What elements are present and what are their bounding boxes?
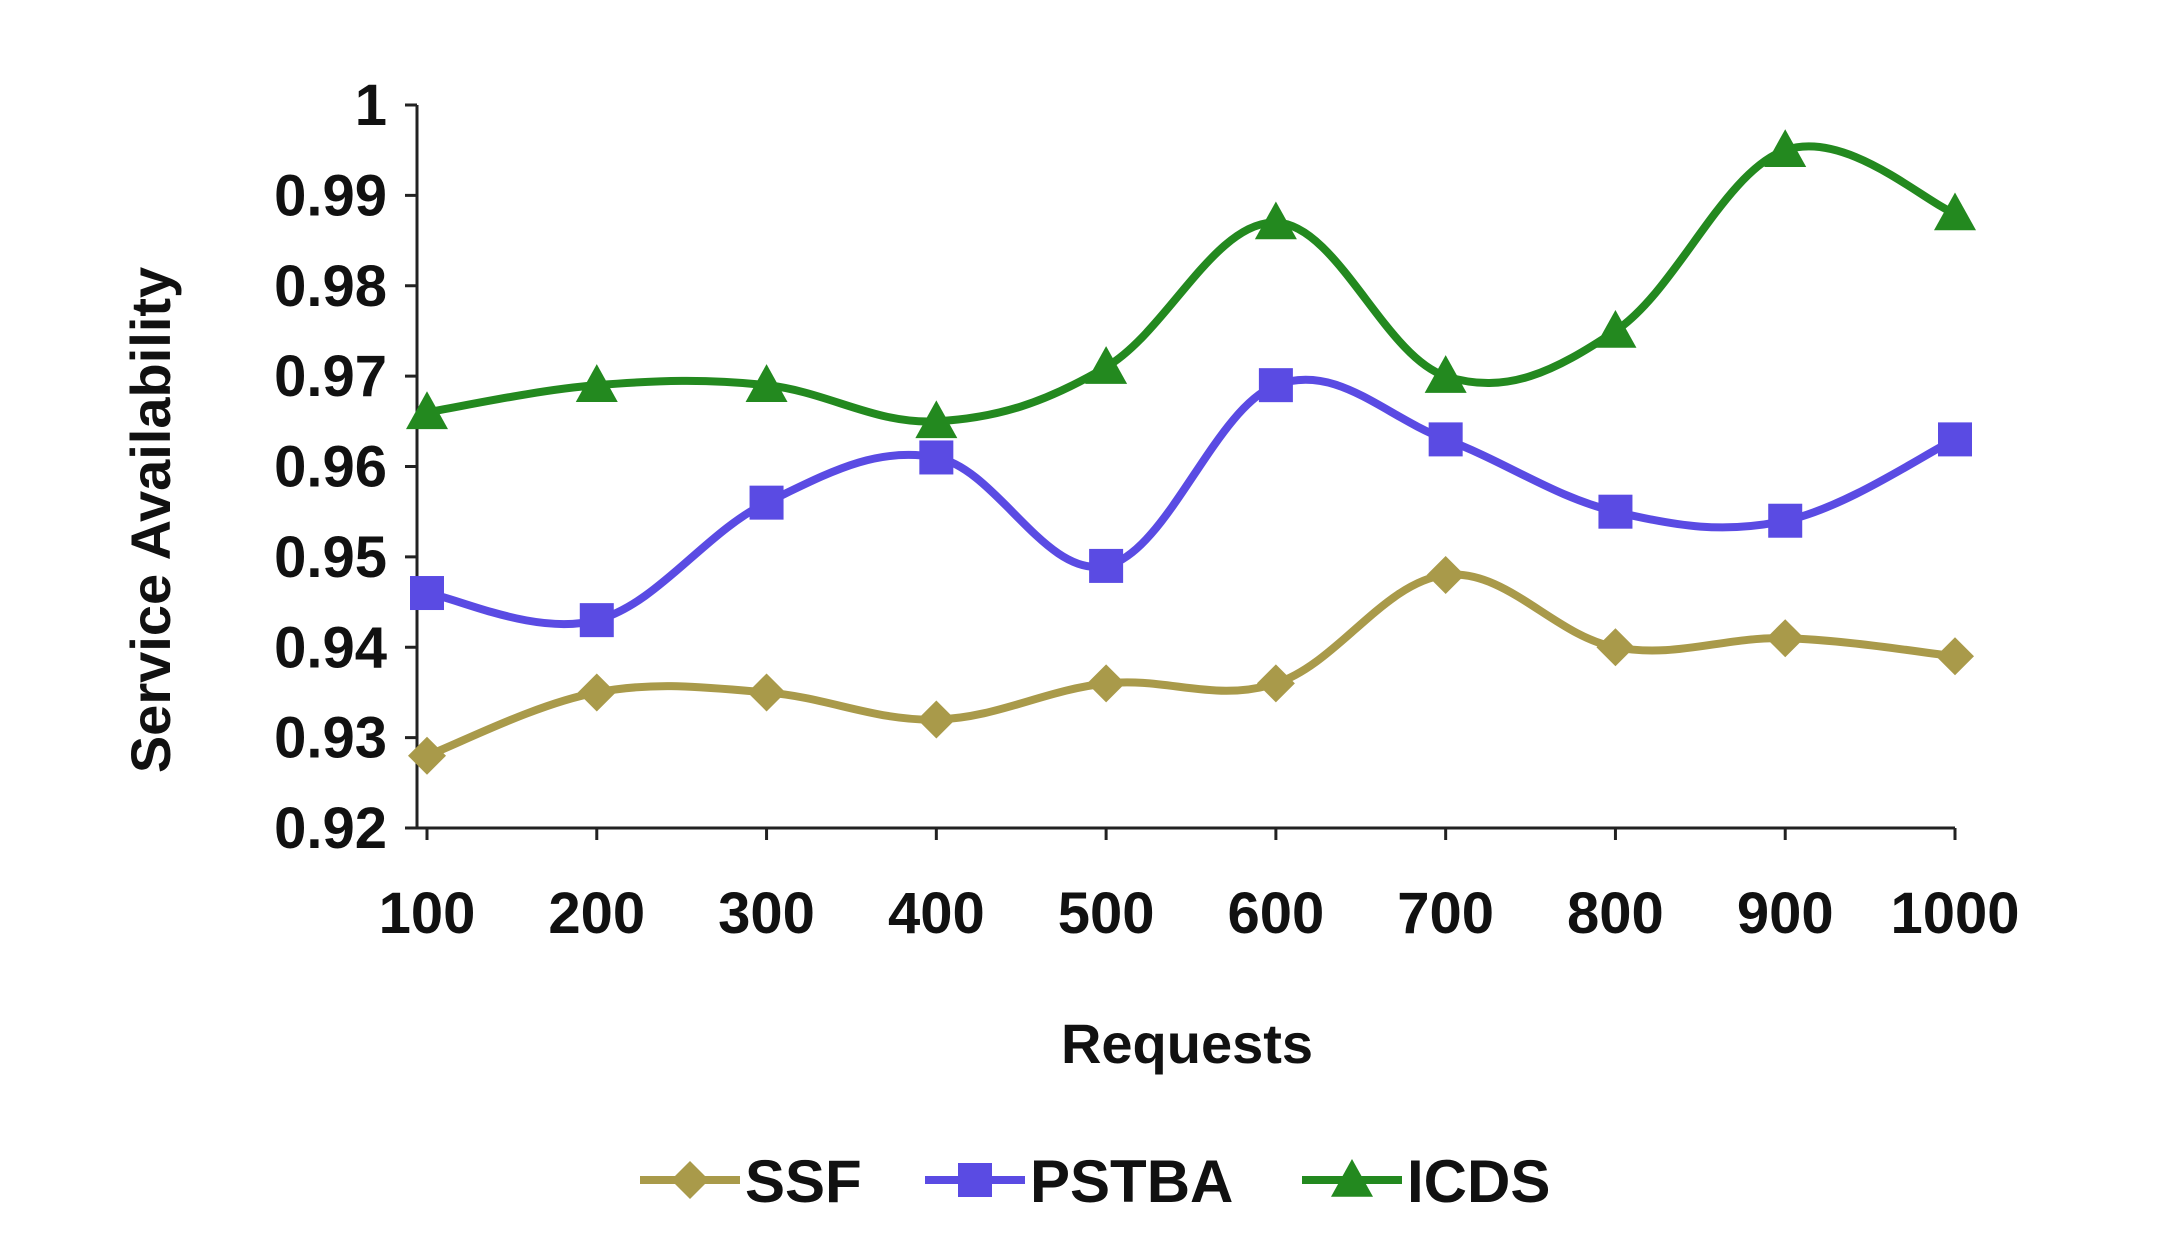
- data-point-pstba: [749, 485, 784, 520]
- x-tick-label: 500: [1058, 881, 1155, 946]
- legend-marker-triangle: [1331, 1159, 1373, 1197]
- data-point-pstba: [1258, 368, 1293, 403]
- data-point-icds: [575, 364, 618, 402]
- data-point-pstba: [1768, 503, 1803, 538]
- data-point-ssf: [1936, 637, 1974, 676]
- data-point-icds: [1254, 201, 1297, 240]
- data-point-ssf: [917, 700, 956, 739]
- data-point-ssf: [408, 736, 446, 775]
- x-axis-title: Requests: [1061, 1012, 1313, 1075]
- y-tick-label: 1: [355, 73, 387, 138]
- y-tick-label: 0.92: [274, 796, 387, 861]
- legend-label: PSTBA: [1030, 1148, 1233, 1215]
- x-tick-label: 800: [1567, 881, 1664, 946]
- data-point-icds: [1594, 309, 1637, 348]
- data-point-pstba: [410, 576, 444, 611]
- data-point-ssf: [577, 673, 616, 712]
- legend-item-icds: ICDS: [1302, 1148, 1550, 1215]
- data-point-icds: [1085, 346, 1128, 384]
- legend-item-ssf: SSF: [640, 1148, 862, 1215]
- series-line-ssf: [423, 570, 1959, 760]
- series-line-icds: [423, 142, 1959, 426]
- y-tick-label: 0.95: [274, 525, 387, 590]
- y-tick-label: 0.98: [274, 254, 387, 319]
- y-tick-label: 0.94: [274, 615, 387, 680]
- data-point-ssf: [747, 673, 786, 712]
- series-line-pstba: [423, 375, 1959, 629]
- data-point-icds: [1424, 355, 1467, 393]
- series-icds: [406, 129, 1976, 439]
- legend-item-pstba: PSTBA: [925, 1148, 1233, 1215]
- data-point-ssf: [1256, 664, 1295, 703]
- data-point-icds: [1764, 129, 1807, 167]
- data-point-ssf: [1766, 619, 1805, 658]
- data-point-pstba: [1598, 494, 1633, 529]
- plot-area: [406, 129, 1976, 775]
- x-tick-label: 100: [379, 881, 476, 946]
- data-point-ssf: [1596, 628, 1635, 667]
- x-axis: 100 200 300 400 500 600 700 800 900 1000: [379, 826, 2020, 946]
- legend-label: SSF: [745, 1148, 862, 1215]
- y-tick-label: 0.96: [274, 435, 387, 500]
- x-tick-label: 600: [1227, 881, 1324, 946]
- x-tick-label: 200: [548, 881, 645, 946]
- legend-label: ICDS: [1407, 1148, 1550, 1215]
- data-point-icds: [406, 391, 448, 430]
- series-ssf: [408, 555, 1974, 775]
- data-point-icds: [1934, 192, 1976, 231]
- x-tick-label: 1000: [1890, 881, 2019, 946]
- data-point-pstba: [1938, 422, 1972, 457]
- x-tick-label: 300: [718, 881, 815, 946]
- y-tick-label: 0.97: [274, 344, 387, 409]
- data-point-ssf: [1087, 664, 1126, 703]
- data-point-ssf: [1426, 555, 1465, 594]
- x-tick-label: 400: [888, 881, 985, 946]
- x-tick-label: 900: [1737, 881, 1834, 946]
- y-tick-label: 0.99: [274, 163, 387, 228]
- y-axis-title: Service Availability: [119, 267, 182, 773]
- data-point-pstba: [919, 440, 954, 475]
- data-point-icds: [915, 400, 958, 439]
- legend: SSF PSTBA ICDS: [640, 1148, 1550, 1215]
- data-point-pstba: [1089, 548, 1124, 583]
- series-pstba: [410, 368, 1972, 638]
- x-tick-label: 700: [1397, 881, 1494, 946]
- data-point-pstba: [579, 603, 614, 638]
- data-point-pstba: [1428, 422, 1463, 457]
- y-tick-label: 0.93: [274, 706, 387, 771]
- data-point-icds: [745, 364, 788, 402]
- y-axis: 0.92 0.93 0.94 0.95 0.96 0.97 0.98 0.99 1: [274, 73, 419, 861]
- legend-marker-square: [958, 1163, 992, 1197]
- legend-marker-diamond: [671, 1161, 709, 1199]
